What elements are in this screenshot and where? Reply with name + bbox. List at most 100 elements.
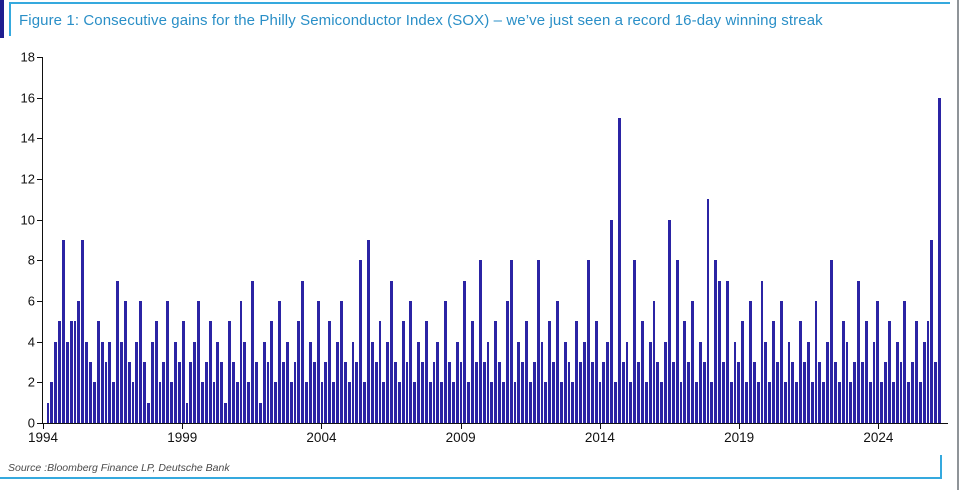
bar	[312, 362, 316, 423]
bar	[540, 341, 544, 423]
bar	[69, 321, 73, 423]
bar	[285, 341, 289, 423]
y-tick	[37, 179, 43, 180]
bar	[760, 280, 764, 423]
x-tick	[599, 423, 601, 429]
bar	[613, 382, 617, 423]
bar	[872, 341, 876, 423]
bar	[648, 341, 652, 423]
bar	[544, 382, 548, 423]
bar	[139, 301, 143, 423]
y-tick-label: 10	[20, 212, 35, 228]
bar	[849, 382, 853, 423]
bar	[575, 321, 579, 423]
bar	[444, 301, 447, 423]
bar	[683, 321, 687, 423]
bar	[235, 382, 239, 423]
bar	[200, 382, 204, 423]
bar	[436, 341, 440, 423]
bar	[517, 341, 521, 423]
bar	[830, 260, 833, 423]
bar	[536, 260, 540, 423]
bar	[378, 321, 382, 423]
x-tick-label: 1994	[27, 430, 59, 445]
x-tick-label: 2024	[863, 430, 894, 445]
bar	[783, 382, 787, 423]
bar	[926, 321, 930, 423]
bar	[363, 382, 366, 423]
bar	[471, 321, 474, 423]
bar	[876, 301, 880, 423]
bar	[733, 341, 737, 423]
bar	[494, 321, 498, 423]
bar	[490, 382, 494, 423]
bar	[343, 362, 347, 423]
bar	[332, 382, 336, 423]
bar	[231, 362, 235, 423]
bar	[401, 321, 405, 423]
bar	[100, 341, 104, 423]
bar	[860, 362, 864, 423]
bar	[899, 362, 903, 423]
bar	[247, 382, 251, 423]
bar	[166, 301, 170, 423]
bar	[463, 280, 467, 423]
bar	[610, 219, 613, 423]
bar	[432, 362, 436, 423]
bar	[258, 402, 262, 423]
bar	[679, 382, 683, 423]
right-edge-line	[957, 0, 959, 490]
y-tick-label: 18	[20, 49, 35, 65]
bar	[65, 341, 69, 423]
y-tick	[37, 138, 43, 140]
bar	[706, 199, 710, 423]
y-tick-label: 8	[27, 252, 35, 268]
bar	[116, 280, 119, 423]
bar	[193, 341, 197, 423]
bar	[776, 362, 779, 423]
bar	[930, 240, 934, 423]
bar-chart-plot: 0 2 4 6 8 10 12 14 16 18 1994 1999 2004 2009 2014 2019…	[21, 50, 948, 445]
bar	[320, 382, 324, 423]
bar	[459, 362, 463, 423]
bar	[154, 321, 158, 423]
bar	[671, 362, 675, 423]
bar	[447, 362, 451, 423]
bar	[768, 382, 772, 423]
bar	[73, 321, 77, 423]
bar	[185, 402, 189, 423]
bar	[633, 260, 637, 423]
source-note: Source :Bloomberg Finance LP, Deutsche B…	[8, 462, 230, 474]
bar	[826, 341, 830, 423]
bar	[135, 341, 139, 423]
bar	[756, 382, 760, 423]
bar	[594, 321, 598, 423]
bar	[89, 362, 92, 423]
bar	[567, 362, 571, 423]
bar	[722, 362, 725, 423]
bottom-rule	[0, 477, 942, 479]
bar	[548, 321, 552, 423]
bar	[698, 341, 702, 423]
bar	[370, 341, 374, 423]
bar	[818, 362, 822, 423]
bar	[85, 341, 89, 423]
y-tick-label: 12	[20, 171, 35, 187]
bar	[606, 341, 610, 423]
bar	[914, 321, 918, 423]
bar	[170, 382, 173, 423]
bar	[289, 382, 293, 423]
page-edge-mark	[0, 0, 4, 38]
bottom-right-bracket	[940, 455, 942, 479]
bar	[486, 341, 490, 423]
x-tick-label: 2019	[724, 430, 755, 445]
bar	[525, 321, 529, 423]
bar	[131, 382, 135, 423]
bar	[656, 362, 660, 423]
bar	[907, 382, 911, 423]
bar	[451, 382, 455, 423]
bar	[602, 362, 606, 423]
bar	[637, 362, 640, 423]
bar	[652, 301, 656, 423]
